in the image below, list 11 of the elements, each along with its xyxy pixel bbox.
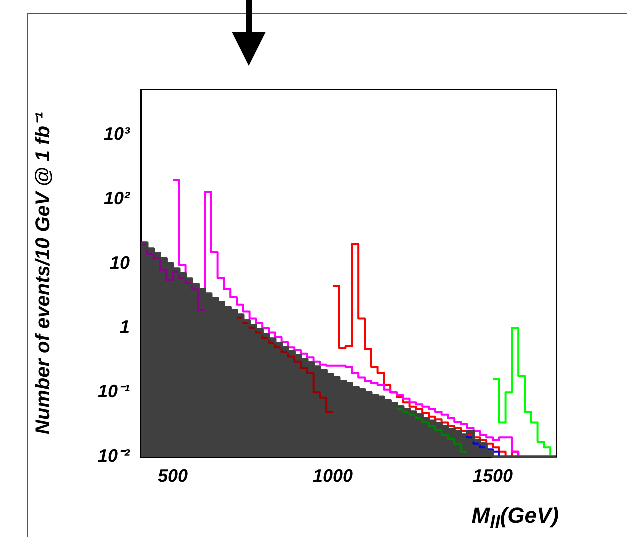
y-tick-label: 10⁻¹	[98, 382, 130, 402]
y-axis-title: Number of events/10 GeV @ 1 fb⁻¹	[32, 112, 55, 435]
x-tick-label: 500	[158, 466, 188, 486]
x-tick-label: 1500	[472, 466, 514, 486]
y-tick-label: 10	[110, 252, 130, 273]
y-tick-label: 10³	[104, 124, 132, 144]
x-axis-title: M$_{ll}$(GeV)	[472, 502, 559, 533]
y-tick-label: 10²	[104, 188, 132, 208]
x-tick-label: 1000	[312, 466, 354, 486]
y-tick-label: 1	[120, 317, 130, 338]
y-tick-label: 10⁻²	[98, 446, 132, 466]
